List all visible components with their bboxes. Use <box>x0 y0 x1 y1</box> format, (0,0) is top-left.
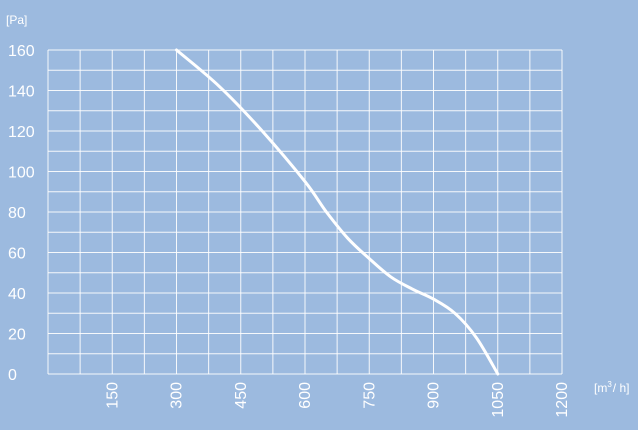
x-tick-labels: 150 300 450 600 750 900 1050 1200 <box>104 382 571 418</box>
y-tick-label: 160 <box>8 43 35 60</box>
series-line-pressure-curve <box>175 48 500 376</box>
x-axis-unit-label: [m3/ h] <box>594 380 629 395</box>
x-axis-unit-open: [m <box>594 381 607 395</box>
x-tick-label: 900 <box>426 382 443 409</box>
x-tick-label: 450 <box>233 382 250 409</box>
y-tick-label: 0 <box>8 367 17 384</box>
x-tick-label: 1050 <box>490 382 507 418</box>
y-tick-labels: 0 20 40 60 80 100 120 140 160 <box>8 43 35 384</box>
x-tick-label: 150 <box>104 382 121 409</box>
x-tick-label: 750 <box>361 382 378 409</box>
y-tick-label: 140 <box>8 84 35 101</box>
y-tick-label: 20 <box>8 327 26 344</box>
x-axis-unit-superscript: 3 <box>607 380 612 389</box>
x-tick-label: 300 <box>169 382 186 409</box>
y-tick-label: 40 <box>8 286 26 303</box>
x-axis-unit-rest: / h] <box>613 381 630 395</box>
y-tick-label: 60 <box>8 246 26 263</box>
x-tick-label: 1200 <box>554 382 571 418</box>
y-tick-label: 120 <box>8 124 35 141</box>
y-tick-label: 100 <box>8 165 35 182</box>
y-axis-unit-label: [Pa] <box>6 13 27 27</box>
y-tick-label: 80 <box>8 205 26 222</box>
x-tick-label: 600 <box>297 382 314 409</box>
grid <box>47 49 563 375</box>
